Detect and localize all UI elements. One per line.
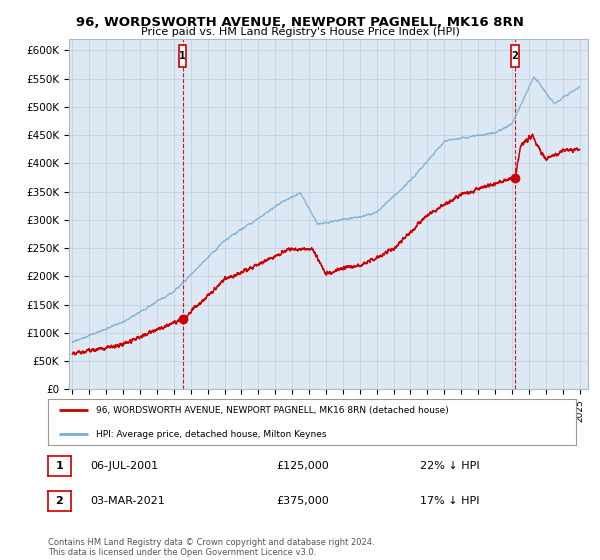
- Text: 1: 1: [179, 51, 186, 61]
- Text: 17% ↓ HPI: 17% ↓ HPI: [420, 496, 479, 506]
- Text: 2: 2: [511, 51, 518, 61]
- Text: HPI: Average price, detached house, Milton Keynes: HPI: Average price, detached house, Milt…: [95, 430, 326, 438]
- Text: 2: 2: [56, 496, 63, 506]
- Text: £125,000: £125,000: [276, 461, 329, 471]
- FancyBboxPatch shape: [179, 45, 187, 67]
- Text: £375,000: £375,000: [276, 496, 329, 506]
- Text: 96, WORDSWORTH AVENUE, NEWPORT PAGNELL, MK16 8RN: 96, WORDSWORTH AVENUE, NEWPORT PAGNELL, …: [76, 16, 524, 29]
- Text: 96, WORDSWORTH AVENUE, NEWPORT PAGNELL, MK16 8RN (detached house): 96, WORDSWORTH AVENUE, NEWPORT PAGNELL, …: [95, 406, 448, 415]
- Text: Contains HM Land Registry data © Crown copyright and database right 2024.
This d: Contains HM Land Registry data © Crown c…: [48, 538, 374, 557]
- Text: 1: 1: [56, 461, 63, 471]
- Text: 22% ↓ HPI: 22% ↓ HPI: [420, 461, 479, 471]
- FancyBboxPatch shape: [511, 45, 518, 67]
- Text: 06-JUL-2001: 06-JUL-2001: [90, 461, 158, 471]
- Text: Price paid vs. HM Land Registry's House Price Index (HPI): Price paid vs. HM Land Registry's House …: [140, 27, 460, 37]
- Text: 03-MAR-2021: 03-MAR-2021: [90, 496, 165, 506]
